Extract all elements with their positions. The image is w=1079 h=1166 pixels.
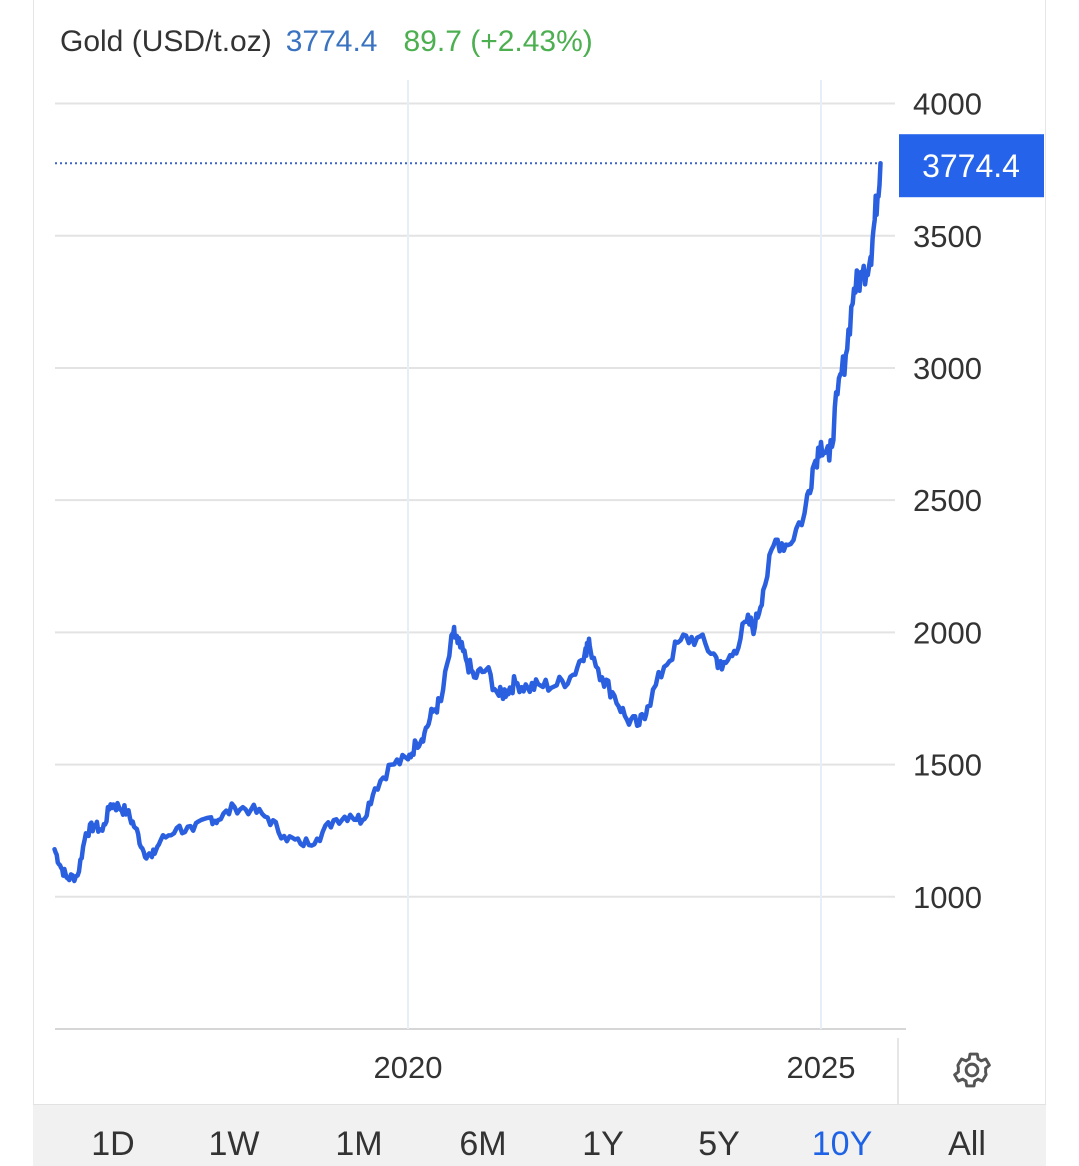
y-tick-label: 3000 — [913, 351, 982, 386]
x-tick-label: 2020 — [374, 1050, 443, 1085]
price-chart[interactable]: 4000 3500 3000 2500 2000 1500 1000 2020 2025 3774… — [0, 0, 1079, 1104]
y-tick-label: 1500 — [913, 748, 982, 783]
time-range-bar: 1D 1W 1M 6M 1Y 5Y 10Y All — [33, 1104, 1046, 1166]
gear-icon[interactable] — [950, 1048, 994, 1092]
current-price: 3774.4 — [285, 25, 378, 58]
range-button-1m[interactable]: 1M — [335, 1125, 383, 1163]
range-button-all[interactable]: All — [948, 1125, 986, 1163]
y-tick-label: 1000 — [913, 880, 982, 915]
chart-panel — [33, 0, 1046, 1166]
range-button-6m[interactable]: 6M — [459, 1125, 507, 1163]
range-button-1d[interactable]: 1D — [91, 1125, 135, 1163]
x-tick-label: 2025 — [787, 1050, 856, 1085]
range-button-1y[interactable]: 1Y — [582, 1125, 624, 1163]
range-button-1w[interactable]: 1W — [208, 1125, 260, 1163]
price-series-line — [52, 160, 883, 884]
y-tick-label: 3500 — [913, 219, 982, 254]
chart-header: Gold (USD/t.oz) 3774.4 89.7 (+2.43%) — [60, 22, 593, 62]
instrument-title: Gold (USD/t.oz) — [60, 25, 272, 58]
y-tick-label: 2500 — [913, 483, 982, 518]
price-change: 89.7 (+2.43%) — [403, 25, 593, 58]
y-tick-label: 4000 — [913, 87, 982, 122]
range-button-5y[interactable]: 5Y — [698, 1125, 740, 1163]
last-price-label: 3774.4 — [922, 148, 1020, 184]
last-price-tag — [899, 134, 1044, 198]
range-button-10y[interactable]: 10Y — [811, 1125, 873, 1163]
y-tick-label: 2000 — [913, 615, 982, 650]
